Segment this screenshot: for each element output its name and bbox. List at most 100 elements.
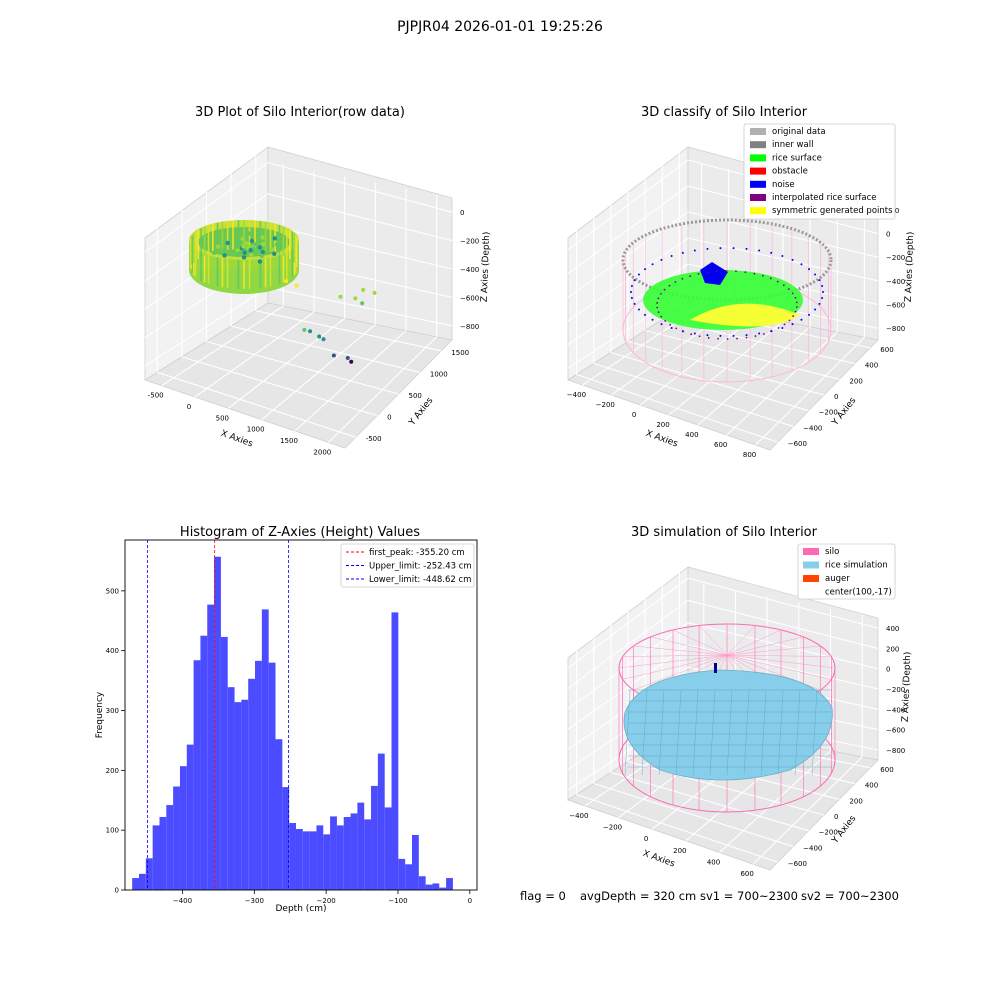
classify-interpolated-point <box>782 284 785 287</box>
z-gridline <box>144 162 269 253</box>
histogram-bar <box>145 858 153 890</box>
x-tick-label: −400 <box>569 812 588 820</box>
y-gridline <box>181 356 378 417</box>
legend-label: rice simulation <box>825 561 888 571</box>
raw-surface-point <box>247 231 253 236</box>
histogram-bar <box>439 887 447 890</box>
histogram-bar <box>405 864 412 890</box>
legend-swatch <box>750 167 766 175</box>
sim-mesh-line <box>624 689 631 776</box>
y-gridline <box>157 371 356 438</box>
footer-sv2: sv2 = 700~2300 <box>801 889 899 903</box>
sim-mesh-line <box>658 689 665 776</box>
legend-swatch <box>750 180 766 188</box>
raw-surface-point <box>272 251 277 256</box>
raw-surface-point <box>259 253 265 259</box>
x-tick-label: 0 <box>644 835 648 843</box>
z-tick-label: −400 <box>886 278 905 286</box>
panel-histogram: Histogram of Z-Axies (Height) Values −40… <box>95 525 478 914</box>
y-tick-label: 0 <box>387 414 391 422</box>
raw-surface-point <box>236 239 241 245</box>
y-tick-label: −600 <box>788 860 807 868</box>
classify-interpolated-point <box>682 330 685 333</box>
x-tick-label: −200 <box>603 824 622 832</box>
raw-outlier-point <box>338 294 343 299</box>
classify-interpolated-point <box>659 292 662 295</box>
raw-outlier-point <box>284 279 289 284</box>
classify-3d-points <box>621 218 833 383</box>
classify-interpolated-point <box>753 272 756 275</box>
histogram-y-tick-label: 0 <box>115 887 119 895</box>
classify-interpolated-point <box>787 288 790 291</box>
histogram-y-tick-label: 300 <box>106 707 119 715</box>
simulation-3d-ticks: −400−2000200400600−600−400−2000200400600… <box>569 625 905 878</box>
x-tick-label: 200 <box>656 421 669 429</box>
histogram-bar <box>268 662 276 890</box>
classify-noise-cluster <box>700 262 728 285</box>
classify-interpolated-point <box>663 288 666 291</box>
sim-silo-roof-line <box>726 645 821 656</box>
classify-interpolated-point <box>769 277 772 280</box>
raw-surface-point <box>235 251 240 257</box>
x-tick-label: 400 <box>707 859 720 867</box>
classify-noise-point <box>643 268 646 271</box>
x-tick-label: -500 <box>148 392 164 400</box>
sim-silo-roof-line <box>698 625 728 656</box>
histogram-bar <box>207 604 215 890</box>
histogram-bar <box>255 660 262 890</box>
y-tick-label: 600 <box>880 766 893 774</box>
z-tick-label: 0 <box>460 209 464 217</box>
legend-swatch <box>803 588 819 596</box>
classify-3d-xlabel: X Axies <box>644 429 679 450</box>
z-gridline <box>687 577 879 629</box>
raw-outlier-point <box>302 327 307 332</box>
y-tick-label: −400 <box>803 424 822 432</box>
classify-noise-point <box>732 334 735 337</box>
classify-noise-point <box>693 332 696 335</box>
histogram-bar <box>343 817 351 890</box>
z-tick-label: −800 <box>886 325 905 333</box>
classify-noise-point <box>758 249 761 252</box>
legend-label: original data <box>772 127 826 137</box>
classify-noise-point <box>818 302 821 305</box>
classify-interpolated-point <box>689 275 692 277</box>
classify-noise-point <box>637 273 640 276</box>
classify-interpolated-point <box>777 327 780 329</box>
histogram-bar <box>200 635 208 890</box>
classify-3d-legend: original data inner wall rice surface obsta… <box>743 123 896 220</box>
z-gridline <box>267 286 453 327</box>
histogram-bar <box>179 766 187 890</box>
classify-interpolated-point <box>698 335 701 338</box>
histogram-bar <box>166 805 174 890</box>
classify-noise-point <box>651 318 654 321</box>
histogram-bar <box>398 858 406 890</box>
classify-interpolated-point <box>795 301 798 304</box>
histogram-bar <box>330 816 337 890</box>
classify-interpolated-point <box>792 315 795 318</box>
histogram-x-tick-label: −100 <box>388 897 407 905</box>
figure-suptitle: PJPJR04 2026-01-01 19:25:26 <box>397 19 603 35</box>
raw-3d-points <box>189 220 377 364</box>
histogram-xlabel: Depth (cm) <box>275 904 326 914</box>
x-tick-label: 400 <box>685 431 698 439</box>
histogram-bar <box>193 660 201 890</box>
classify-noise-point <box>719 247 722 250</box>
histogram-bar <box>446 878 453 890</box>
classify-interpolated-point <box>791 292 794 295</box>
raw-3d-grid <box>144 154 453 443</box>
classify-noise-point <box>821 296 824 299</box>
z-gridline <box>567 644 689 730</box>
sim-mesh-line <box>811 689 818 776</box>
classify-noise-point <box>660 258 663 261</box>
classify-interpolated-point <box>776 280 779 283</box>
histogram-bar <box>377 753 385 890</box>
classify-noise-point <box>800 263 803 266</box>
histogram-legend-items: first_peak: -355.20 cm Upper_limit: -252.… <box>346 548 472 585</box>
classify-interpolated-point <box>788 319 791 322</box>
classify-noise-point <box>670 255 673 258</box>
legend-swatch <box>803 575 819 582</box>
z-gridline <box>567 263 689 345</box>
histogram-bar <box>418 876 426 890</box>
legend-label: Upper_limit: -252.43 cm <box>369 562 472 572</box>
